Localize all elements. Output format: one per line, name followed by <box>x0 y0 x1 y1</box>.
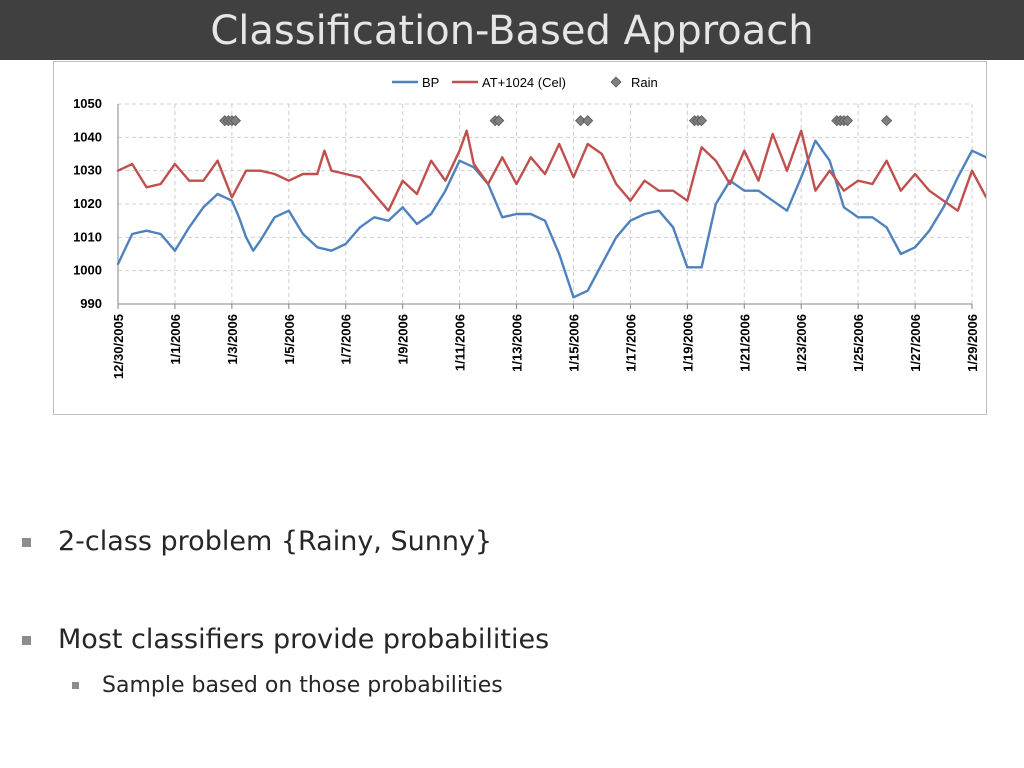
x-tick-label: 1/29/2006 <box>965 314 980 372</box>
sub-bullet-text: Sample based on those probabilities <box>102 673 503 698</box>
square-bullet-icon <box>72 682 79 689</box>
x-tick-label: 12/30/2005 <box>111 314 126 379</box>
x-tick-label: 1/9/2006 <box>396 314 411 365</box>
square-bullet-icon <box>22 538 31 547</box>
y-tick-label: 1000 <box>73 263 102 278</box>
rain-marker <box>881 115 893 127</box>
rain-marker <box>841 115 854 127</box>
x-tick-label: 1/1/2006 <box>168 314 183 365</box>
chart-container: 990 1000 1010 1020 1030 1040 1050 12/30/2005 1/1… <box>53 61 1016 415</box>
x-tick-label: 1/13/2006 <box>510 314 525 372</box>
rain-marker <box>696 115 708 127</box>
y-tick-label: 1010 <box>73 229 102 244</box>
y-tick-label: 1030 <box>73 163 102 178</box>
x-tick-label: 1/15/2006 <box>566 314 581 372</box>
rain-marker <box>582 115 594 127</box>
y-tick-label: 1050 <box>73 96 102 111</box>
slide-title: Classification-Based Approach <box>210 8 814 54</box>
y-tick-label: 990 <box>80 296 102 311</box>
x-tick-label: 1/27/2006 <box>908 314 923 372</box>
square-bullet-icon <box>22 636 31 645</box>
legend-label: BP <box>422 75 439 90</box>
bullet-text: Most classifiers provide probabilities <box>58 624 550 655</box>
bp-series-line <box>116 139 1002 299</box>
legend-rain-swatch <box>610 76 622 88</box>
x-tick-label: 1/7/2006 <box>339 314 354 365</box>
legend-label: AT+1024 (Cel) <box>482 75 566 90</box>
x-tick-label: 1/21/2006 <box>737 314 752 372</box>
y-tick-label: 1020 <box>73 196 102 211</box>
line-chart: 990 1000 1010 1020 1030 1040 1050 12/30/2005 1/1… <box>73 75 1016 379</box>
x-tick-label: 1/17/2006 <box>623 314 638 372</box>
rain-marker <box>229 115 241 127</box>
x-tick-label: 1/25/2006 <box>851 314 866 372</box>
rain-marker <box>493 115 505 127</box>
x-tick-label: 1/5/2006 <box>282 314 297 365</box>
x-tick-label: 1/19/2006 <box>680 314 695 372</box>
x-tick-label: 1/3/2006 <box>225 314 240 365</box>
x-tick-label: 1/11/2006 <box>453 314 468 371</box>
title-bar <box>0 0 1024 60</box>
temperature-series-line <box>116 129 1016 212</box>
bullet-text: 2-class problem {Rainy, Sunny} <box>58 526 493 557</box>
y-tick-label: 1040 <box>73 129 102 144</box>
legend-label: Rain <box>631 75 658 90</box>
x-tick-label: 1/23/2006 <box>794 314 809 372</box>
